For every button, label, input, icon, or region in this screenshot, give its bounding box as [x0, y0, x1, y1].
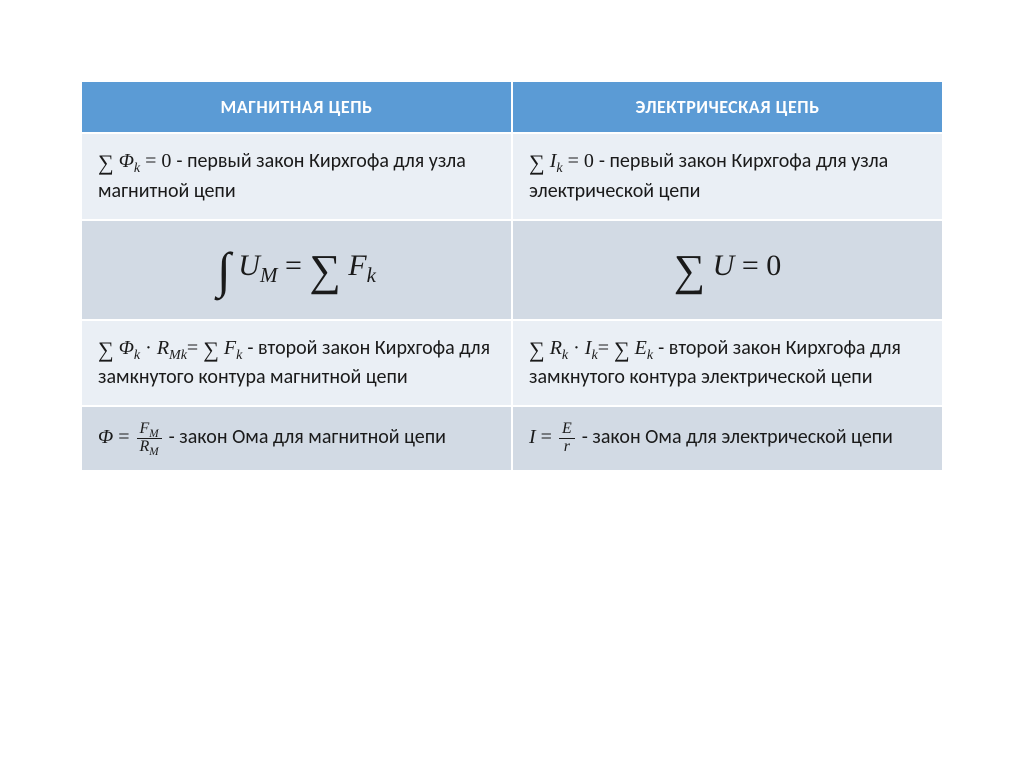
var-phi: Φ	[98, 426, 113, 448]
var-f: F	[224, 337, 236, 359]
sum-icon: ∑	[674, 249, 705, 293]
sub-mk: Mk	[169, 348, 187, 363]
fraction: FM RM	[137, 421, 162, 456]
table-row: ∑ Φk = 0 - первый закон Кирхгофа для узл…	[81, 133, 943, 220]
comparison-table: МАГНИТНАЯ ЦЕПЬ ЭЛЕКТРИЧЕСКАЯ ЦЕПЬ ∑ Φk =…	[80, 80, 944, 472]
var-phi: Φ	[119, 337, 134, 359]
table-row: ∑ Φk · RMk= ∑ Fk - второй закон Кирхгофа…	[81, 320, 943, 407]
cell-magnetic-kirchhoff1: ∑ Φk = 0 - первый закон Кирхгофа для узл…	[81, 133, 512, 220]
equals: =	[187, 337, 203, 359]
cell-electric-kirchhoff2: ∑ Rk · Ik= ∑ Ek - второй закон Кирхгофа …	[512, 320, 943, 407]
var-r: R	[140, 438, 150, 455]
sum-icon: ∑	[614, 337, 630, 362]
cell-electric-ohm: I = E r - закон Ома для электрической це…	[512, 406, 943, 471]
header-electric: ЭЛЕКТРИЧЕСКАЯ ЦЕПЬ	[512, 81, 943, 133]
equals-zero: = 0	[563, 150, 594, 172]
sub-k: k	[367, 263, 376, 287]
desc-text: - закон Ома для магнитной цепи	[169, 425, 446, 449]
var-u: U	[713, 249, 735, 282]
sum-icon: ∑	[309, 249, 340, 293]
cell-magnetic-kirchhoff2: ∑ Φk · RMk= ∑ Fk - второй закон Кирхгофа…	[81, 320, 512, 407]
equals: =	[536, 426, 557, 448]
equals-zero: = 0	[140, 150, 171, 172]
header-magnetic: МАГНИТНАЯ ЦЕПЬ	[81, 81, 512, 133]
equals: =	[598, 337, 614, 359]
equals: =	[113, 426, 134, 448]
var-e: E	[559, 421, 575, 439]
sum-icon: ∑	[98, 337, 114, 362]
sum-icon: ∑	[529, 150, 545, 175]
equals: =	[285, 249, 309, 282]
cell-magnetic-ohm: Φ = FM RM - закон Ома для магнитной цепи	[81, 406, 512, 471]
sub-m: M	[149, 446, 158, 458]
var-r: R	[550, 337, 562, 359]
cell-magnetic-integral: ∫ UM = ∑ Fk	[81, 220, 512, 320]
table-row: Φ = FM RM - закон Ома для магнитной цепи…	[81, 406, 943, 471]
var-r: R	[157, 337, 169, 359]
table-row: ∫ UM = ∑ Fk ∑ U = 0	[81, 220, 943, 320]
cell-electric-sum: ∑ U = 0	[512, 220, 943, 320]
var-phi: Φ	[119, 150, 134, 172]
var-f: F	[140, 420, 150, 437]
var-e: E	[635, 337, 647, 359]
sum-icon: ∑	[203, 337, 219, 362]
var-r: r	[559, 439, 575, 456]
var-f: F	[348, 249, 366, 282]
fraction: E r	[559, 421, 575, 456]
var-u: U	[238, 249, 260, 282]
sum-icon: ∑	[98, 150, 114, 175]
var-i: I	[529, 426, 536, 448]
comparison-table-container: МАГНИТНАЯ ЦЕПЬ ЭЛЕКТРИЧЕСКАЯ ЦЕПЬ ∑ Φk =…	[0, 0, 1024, 472]
sub-k: k	[236, 348, 242, 363]
dot: ·	[568, 337, 585, 359]
integral-icon: ∫	[217, 245, 231, 295]
table-header-row: МАГНИТНАЯ ЦЕПЬ ЭЛЕКТРИЧЕСКАЯ ЦЕПЬ	[81, 81, 943, 133]
sub-k: k	[647, 348, 653, 363]
sum-icon: ∑	[529, 337, 545, 362]
sub-m: M	[260, 263, 278, 287]
equals-zero: = 0	[742, 249, 781, 282]
dot: ·	[140, 337, 157, 359]
desc-text: - закон Ома для электрической цепи	[582, 425, 893, 449]
cell-electric-kirchhoff1: ∑ Ik = 0 - первый закон Кирхгофа для узл…	[512, 133, 943, 220]
